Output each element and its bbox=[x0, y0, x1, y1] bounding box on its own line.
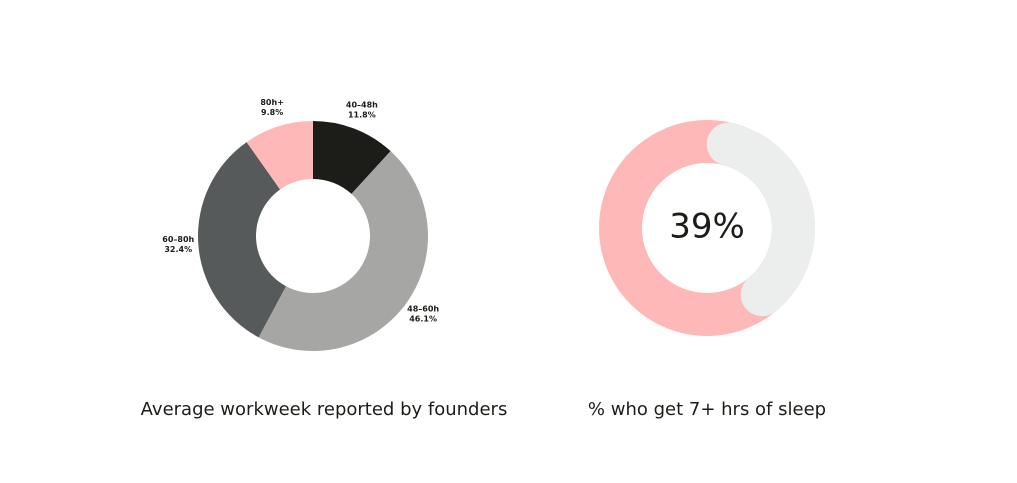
segment-value-label: 11.8% bbox=[348, 111, 376, 120]
donut-segment bbox=[197, 142, 287, 338]
donut-segment bbox=[258, 151, 428, 352]
segment-value-label: 46.1% bbox=[409, 315, 437, 324]
segment-label: 48–60h bbox=[407, 305, 439, 314]
segment-value-label: 32.4% bbox=[164, 245, 192, 254]
progress-arc bbox=[706, 122, 815, 317]
donut-segment bbox=[313, 121, 391, 194]
chart-caption: % who get 7+ hrs of sleep bbox=[588, 399, 826, 420]
segment-label: 60–80h bbox=[162, 235, 194, 244]
progress-value-label: 39% bbox=[669, 207, 745, 247]
segment-label: 40–48h bbox=[346, 101, 378, 110]
chart-caption: Average workweek reported by founders bbox=[141, 399, 508, 420]
donut-segment bbox=[246, 121, 313, 190]
segment-value-label: 9.8% bbox=[261, 108, 283, 117]
segment-label: 80h+ bbox=[260, 98, 284, 107]
